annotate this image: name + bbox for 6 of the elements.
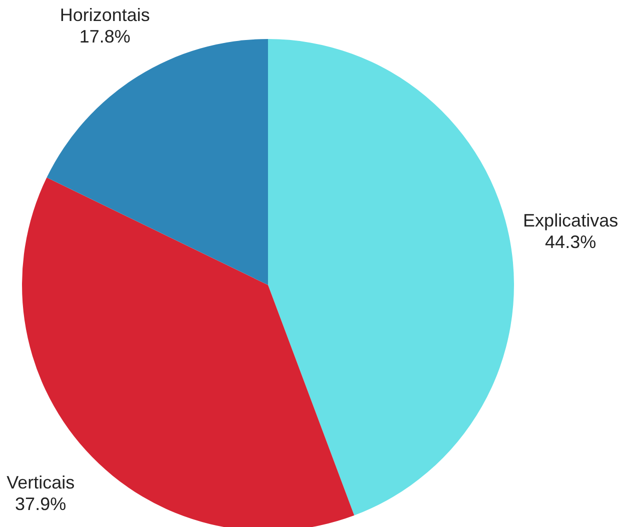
data-label: 44.3% (545, 232, 596, 252)
slice-label: Horizontais (60, 4, 150, 25)
data-label: 37.9% (15, 494, 66, 514)
slice-label: Verticais (6, 472, 75, 492)
slice-label: Explicativas (523, 210, 618, 231)
data-label: 17.8% (79, 26, 130, 46)
